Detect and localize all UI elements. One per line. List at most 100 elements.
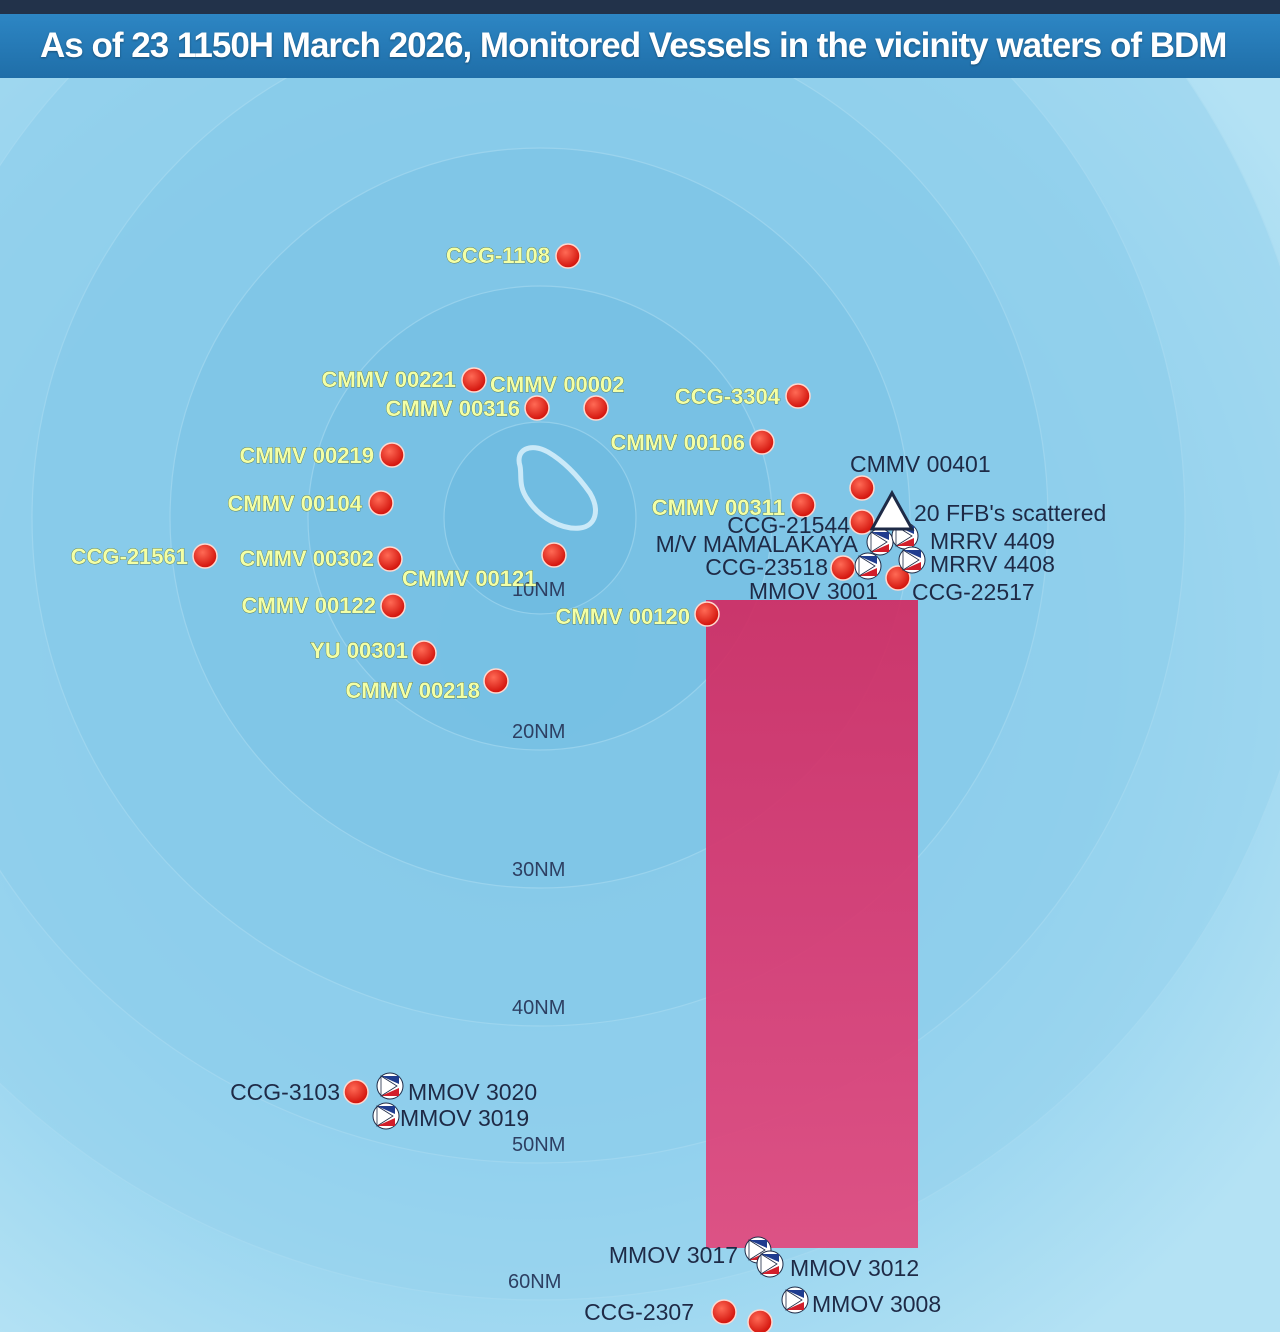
vessel-marker[interactable]: CCG-22517 xyxy=(885,565,1035,605)
vessel-marker[interactable]: CMMV 00219 xyxy=(239,442,405,468)
vessel-marker[interactable]: CCG-1108 xyxy=(446,243,581,269)
china-vessel-dot-icon xyxy=(694,601,720,627)
range-ring xyxy=(443,421,637,615)
vessel-label: YU 00301 xyxy=(310,638,408,663)
china-vessel-dot-icon xyxy=(461,367,487,393)
range-ring-label: 40NM xyxy=(512,997,565,1019)
vessel-label: 20 FFB's scattered xyxy=(914,500,1106,526)
range-ring-label: 60NM xyxy=(508,1271,561,1293)
vessel-marker[interactable]: CCG-21561 xyxy=(70,543,218,569)
vessel-label: CMMV 00221 xyxy=(321,367,456,392)
china-vessel-dot-icon xyxy=(749,429,775,455)
vessel-label: CMMV 00120 xyxy=(555,604,690,629)
vessel-label: CCG-3304 xyxy=(675,384,781,409)
china-vessel-dot-icon xyxy=(785,383,811,409)
vessel-marker[interactable]: CMMV 00002 xyxy=(490,372,625,421)
range-rings: 10NM 20NM 30NM 40NM 50NM 60NM xyxy=(0,78,1280,1301)
vessel-label: CMMV 00122 xyxy=(241,593,376,618)
reef-outline xyxy=(516,445,598,531)
vessel-map[interactable]: 10NM 20NM 30NM 40NM 50NM 60NM CCG-1108 CMMV 00… xyxy=(0,78,1280,1332)
philippine-flag-icon xyxy=(376,1072,404,1100)
vessel-label: CMMV 00106 xyxy=(610,430,745,455)
vessel-label: CMMV 00401 xyxy=(850,451,991,477)
china-vessel-dot-icon xyxy=(192,543,218,569)
vessel-label: MMOV 3001 xyxy=(749,578,878,604)
china-vessel-dot-icon xyxy=(483,668,509,694)
range-ring-label: 10NM xyxy=(512,579,565,601)
vessel-marker[interactable]: CMMV 00106 xyxy=(610,429,775,455)
vessel-marker[interactable]: CMMV 00122 xyxy=(241,593,406,619)
fishing-boats-warning-icon xyxy=(869,489,915,531)
china-vessel-dot-icon xyxy=(380,593,406,619)
china-vessel-dot-icon xyxy=(885,565,911,591)
vessel-marker[interactable]: 20 FFB's scattered xyxy=(869,489,1106,531)
vessel-marker[interactable]: CCG-2307 xyxy=(584,1299,737,1325)
philippine-flag-icon xyxy=(854,552,882,580)
philippine-flag-icon xyxy=(866,528,894,556)
title-bar: As of 23 1150H March 2026, Monitored Ves… xyxy=(0,14,1280,78)
vessel-marker[interactable] xyxy=(747,1309,773,1332)
vessel-marker[interactable]: CMMV 00302 xyxy=(239,546,403,572)
china-vessel-dot-icon xyxy=(849,509,875,535)
vessel-label: CMMV 00316 xyxy=(385,396,520,421)
vessel-label: MRRV 4408 xyxy=(930,551,1055,577)
vessel-label: MMOV 3008 xyxy=(812,1291,941,1317)
vessel-label: MMOV 3020 xyxy=(408,1079,537,1105)
china-vessel-dot-icon xyxy=(583,395,609,421)
vessel-marker[interactable]: CCG-3304 xyxy=(674,383,811,409)
philippine-flag-icon xyxy=(756,1250,784,1278)
vessel-marker[interactable]: CCG-21544 xyxy=(727,509,875,538)
vessel-marker[interactable]: CMMV 00311 xyxy=(651,492,816,520)
vessel-marker[interactable]: MMOV 3019 xyxy=(372,1102,529,1131)
screen-bezel xyxy=(0,0,1280,14)
vessel-marker[interactable]: MMOV 3001 xyxy=(749,552,882,604)
vessel-marker[interactable]: CMMV 00120 xyxy=(555,601,720,629)
vessel-marker[interactable]: CMMV 00401 xyxy=(849,451,991,501)
vessel-label: CMMV 00002 xyxy=(490,372,625,397)
china-vessel-dot-icon xyxy=(849,475,875,501)
vessel-marker[interactable]: CMMV 00316 xyxy=(385,395,550,421)
vessel-label: CCG-2307 xyxy=(584,1299,694,1325)
vessel-label: CMMV 00121 xyxy=(402,566,537,591)
vessel-label: CMMV 00302 xyxy=(239,546,374,571)
china-vessel-dot-icon xyxy=(343,1079,369,1105)
vessel-marker[interactable]: CCG-23518 xyxy=(705,554,856,581)
vessel-marker[interactable]: CMMV 00221 xyxy=(321,367,487,393)
vessel-label: CCG-3103 xyxy=(230,1079,340,1105)
vessel-marker[interactable]: CCG-3103 xyxy=(230,1079,369,1105)
vessel-marker[interactable]: MMOV 3012 xyxy=(756,1250,919,1281)
vessel-marker[interactable]: MMOV 3008 xyxy=(781,1286,941,1317)
vessel-label: CMMV 00219 xyxy=(239,443,374,468)
vessel-label: CCG-1108 xyxy=(446,243,550,268)
philippine-flag-icon xyxy=(898,546,926,574)
range-ring-label: 50NM xyxy=(512,1134,565,1156)
map-title: As of 23 1150H March 2026, Monitored Ves… xyxy=(40,26,1227,65)
vessel-label: MMOV 3019 xyxy=(400,1105,529,1131)
vessel-label: CCG-22517 xyxy=(912,579,1035,605)
vessel-marker[interactable]: CMMV 00218 xyxy=(345,668,509,703)
china-vessel-dot-icon xyxy=(747,1309,773,1332)
range-ring-label: 30NM xyxy=(512,859,565,881)
vessel-marker[interactable]: MMOV 3017 xyxy=(609,1236,772,1268)
china-vessel-dot-icon xyxy=(379,442,405,468)
philippine-flag-icon xyxy=(372,1102,400,1130)
china-vessel-dot-icon xyxy=(830,555,856,581)
china-vessel-dot-icon xyxy=(555,243,581,269)
vessel-marker[interactable]: MRRV 4409 xyxy=(891,522,1055,554)
vessel-label: CCG-23518 xyxy=(705,554,828,580)
china-vessel-dot-icon xyxy=(524,395,550,421)
vessel-marker[interactable]: CMMV 00121 xyxy=(402,542,567,591)
vessel-marker[interactable]: MRRV 4408 xyxy=(898,546,1055,577)
vessel-marker[interactable]: M/V MAMALAKAYA xyxy=(656,528,894,557)
vessel-marker[interactable]: YU 00301 xyxy=(310,638,437,666)
china-vessel-dot-icon xyxy=(541,542,567,568)
vessel-marker[interactable]: CMMV 00104 xyxy=(227,490,394,516)
china-vessel-dot-icon xyxy=(368,490,394,516)
philippine-flag-icon xyxy=(781,1286,809,1314)
vessel-marker[interactable]: MMOV 3020 xyxy=(376,1072,537,1105)
vessel-label: CMMV 00104 xyxy=(227,491,362,516)
china-vessel-dot-icon xyxy=(790,492,816,518)
vessel-label: MRRV 4409 xyxy=(930,528,1055,554)
